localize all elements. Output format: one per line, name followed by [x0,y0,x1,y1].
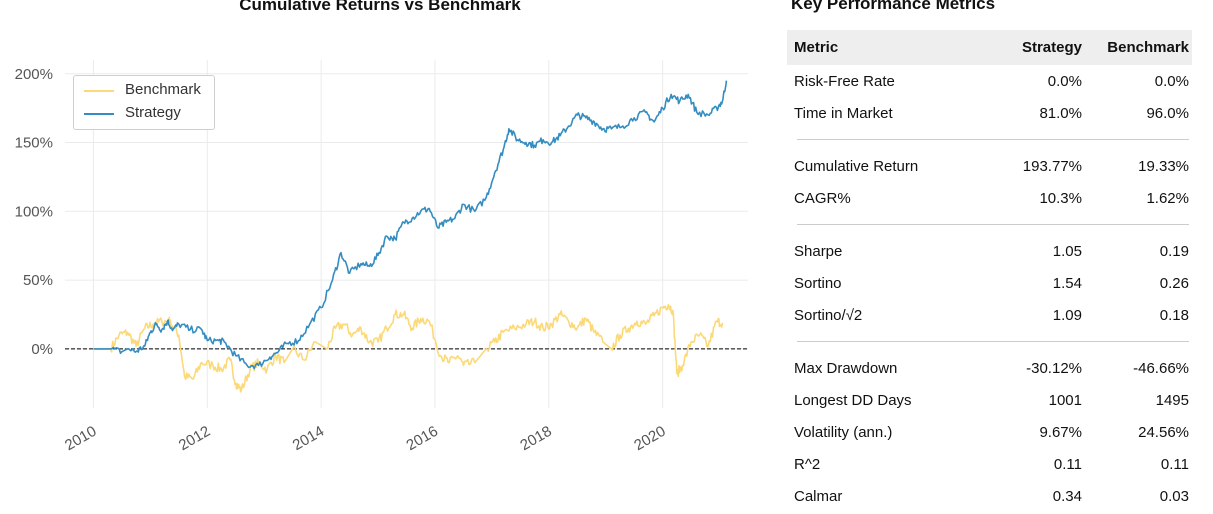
metrics-row: Longest DD Days 1001 1495 [787,384,1192,416]
metric-name: Time in Market [794,104,893,122]
metrics-separator [787,214,1192,235]
metrics-header-row: Metric Strategy Benchmark [787,30,1192,65]
metrics-row: Risk-Free Rate 0.0% 0.0% [787,65,1192,97]
metrics-row: Cumulative Return 193.77% 19.33% [787,150,1192,182]
chart-legend: Benchmark Strategy [73,75,215,130]
legend-swatch-strategy [84,113,114,115]
metric-name: Sortino/√2 [794,306,863,324]
metrics-row: Time in Market 81.0% 96.0% [787,97,1192,129]
x-tick-label: 2020 [631,423,668,454]
header-strategy: Strategy [978,30,1090,65]
metrics-row: R^2 0.11 0.11 [787,448,1192,480]
metric-strategy-value: 81.0% [1039,104,1082,122]
metrics-row: Volatility (ann.) 9.67% 24.56% [787,416,1192,448]
x-tick-label: 2014 [290,423,327,454]
metric-benchmark-value: 96.0% [1146,104,1189,122]
metric-name: CAGR% [794,189,851,207]
metrics-separator [787,129,1192,150]
metric-benchmark-value: 0.03 [1159,487,1189,505]
chart-plot: 0% 50% 100% 150% 200% 2010 2012 2014 2016 2018 202… [15,60,748,454]
metric-benchmark-value: -46.66% [1133,359,1189,377]
y-tick-label: 50% [23,272,53,289]
metrics-row: CAGR% 10.3% 1.62% [787,182,1192,214]
cumulative-returns-chart: Cumulative Returns vs Benchmark 0% 50% 100… [15,0,748,454]
metric-name: R^2 [794,455,821,473]
metric-name: Risk-Free Rate [794,72,895,90]
metric-benchmark-value: 0.0% [1154,72,1189,90]
y-tick-label: 0% [31,341,53,358]
metric-strategy-value: 1.09 [1052,306,1082,324]
y-tick-label: 200% [15,66,53,83]
y-tick-label: 100% [15,203,53,220]
metrics-row: Calmar 0.34 0.03 [787,480,1192,512]
x-tick-label: 2012 [176,423,213,454]
metric-strategy-value: 1001 [1048,391,1082,409]
metric-strategy-value: 1.54 [1052,274,1082,292]
x-tick-label: 2010 [62,423,99,454]
x-tick-label: 2016 [404,423,441,454]
metric-benchmark-value: 1.62% [1146,189,1189,207]
chart-title: Cumulative Returns vs Benchmark [239,0,521,14]
metric-strategy-value: 10.3% [1039,189,1082,207]
series-line-strategy [93,80,728,370]
metric-benchmark-value: 19.33% [1138,157,1189,175]
metric-name: Volatility (ann.) [794,423,893,441]
legend-swatch-benchmark [84,90,114,92]
metric-strategy-value: 0.0% [1047,72,1082,90]
metric-name: Cumulative Return [794,157,919,175]
metric-strategy-value: 0.34 [1052,487,1082,505]
metric-name: Sharpe [794,242,843,260]
metric-strategy-value: 1.05 [1052,242,1082,260]
metric-name: Max Drawdown [794,359,898,377]
metric-strategy-value: 9.67% [1039,423,1082,441]
metrics-table: Metric Strategy Benchmark Risk-Free Rate… [787,30,1192,512]
metric-name: Longest DD Days [794,391,912,409]
metric-name: Calmar [794,487,843,505]
metric-benchmark-value: 1495 [1155,391,1189,409]
metric-benchmark-value: 0.26 [1159,274,1189,292]
metric-strategy-value: -30.12% [1026,359,1082,377]
metrics-title: Key Performance Metrics [791,0,996,13]
series-line-benchmark [93,304,724,393]
x-tick-label: 2018 [517,423,554,454]
legend-label-strategy: Strategy [125,104,181,121]
metric-benchmark-value: 0.18 [1159,306,1189,324]
header-metric: Metric [787,30,978,65]
y-tick-label: 150% [15,135,53,152]
header-benchmark: Benchmark [1090,30,1192,65]
metrics-row: Sharpe 1.05 0.19 [787,235,1192,267]
legend-label-benchmark: Benchmark [125,81,201,98]
metrics-row: Sortino 1.54 0.26 [787,267,1192,299]
metric-name: Sortino [794,274,842,292]
metric-benchmark-value: 0.11 [1160,455,1189,473]
metrics-separator [787,331,1192,352]
metrics-row: Max Drawdown -30.12% -46.66% [787,352,1192,384]
metric-benchmark-value: 0.19 [1159,242,1189,260]
metric-strategy-value: 193.77% [1022,157,1082,175]
metrics-row: Sortino/√2 1.09 0.18 [787,299,1192,331]
metric-strategy-value: 0.11 [1053,455,1082,473]
metric-benchmark-value: 24.56% [1138,423,1189,441]
